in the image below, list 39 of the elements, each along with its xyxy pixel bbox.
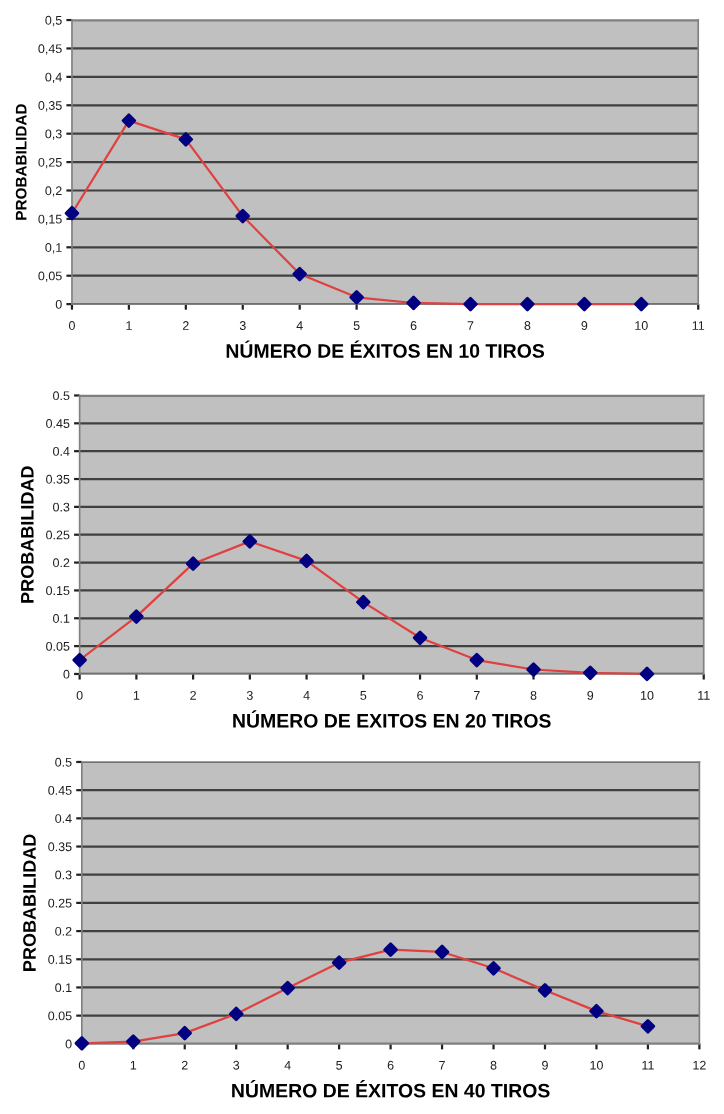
point <box>406 295 421 311</box>
point <box>242 534 258 549</box>
point <box>72 652 87 668</box>
point <box>434 944 450 960</box>
point <box>577 296 592 312</box>
point <box>64 205 80 221</box>
point <box>292 266 307 282</box>
point <box>235 208 251 224</box>
point <box>520 296 535 312</box>
point <box>228 1006 244 1022</box>
point <box>74 1035 90 1051</box>
point <box>463 296 478 312</box>
y-axis-title: PROBABILIDAD <box>23 834 36 971</box>
point <box>639 666 655 682</box>
point <box>634 296 649 312</box>
x-axis-title: NÚMERO DE EXITOS EN 20 TIROS <box>233 710 551 728</box>
point <box>125 1034 141 1049</box>
point <box>177 1025 193 1041</box>
point <box>469 652 485 668</box>
point <box>640 1019 656 1034</box>
x-axis-title: NÚMERO DE ÉXITOS EN 40 TIROS <box>232 1080 550 1098</box>
point <box>129 609 144 624</box>
point <box>537 982 553 998</box>
point <box>412 630 428 646</box>
point <box>280 980 295 996</box>
point <box>185 556 201 571</box>
x-axis-title: NÚMERO DE ÉXITOS EN 10 TIROS <box>226 340 545 358</box>
y-axis-title: PROBABILIDAD <box>20 466 34 603</box>
point <box>178 132 194 147</box>
point <box>582 665 598 681</box>
point <box>486 961 501 976</box>
point <box>383 942 398 957</box>
point <box>526 662 541 677</box>
point <box>356 594 371 610</box>
point <box>121 113 137 128</box>
point <box>349 290 364 305</box>
point <box>589 1003 604 1019</box>
point <box>299 553 314 569</box>
point <box>331 955 347 970</box>
